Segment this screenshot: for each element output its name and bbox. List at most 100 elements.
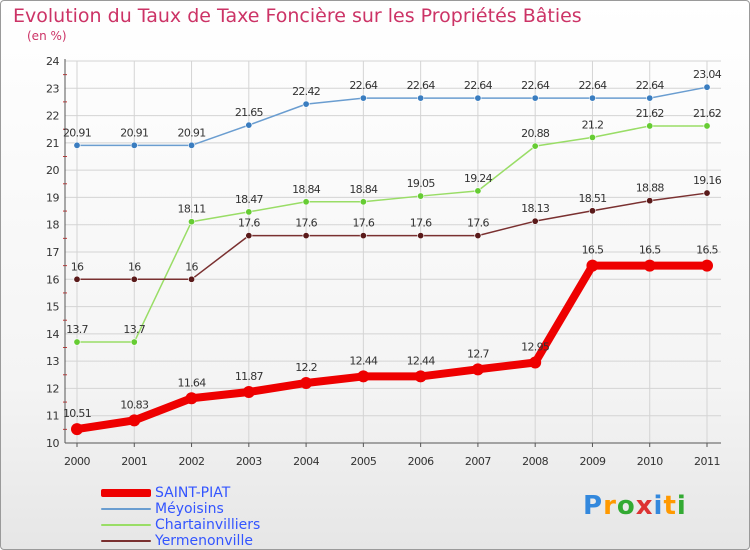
data-point-yermenonville — [302, 232, 310, 240]
data-point-yermenonville — [73, 275, 81, 283]
data-label-yermenonville: 17.6 — [295, 217, 317, 230]
x-tick-label: 2009 — [579, 455, 605, 468]
data-label-saint-piat: 12.44 — [407, 354, 436, 367]
x-tick-label: 2003 — [236, 455, 262, 468]
data-label-chartainvilliers: 19.24 — [464, 172, 493, 185]
series-line-saint-piat — [73, 261, 711, 434]
legend-label: Chartainvilliers — [155, 517, 261, 533]
data-point-m-yoisins — [588, 94, 596, 102]
data-label-chartainvilliers: 19.05 — [407, 177, 436, 190]
legend-label: SAINT-PIAT — [155, 485, 231, 501]
data-point-m-yoisins — [531, 94, 539, 102]
x-tick-label: 2011 — [694, 455, 720, 468]
data-point-yermenonville — [474, 232, 482, 240]
data-label-m-yoisins: 22.64 — [578, 79, 607, 92]
data-point-chartainvilliers — [703, 122, 711, 130]
data-point-yermenonville — [417, 232, 425, 240]
legend-swatch — [101, 508, 151, 510]
y-tick-label: 10 — [46, 437, 59, 450]
data-point-chartainvilliers — [188, 218, 196, 226]
data-point-saint-piat — [128, 414, 141, 427]
y-tick-label: 24 — [46, 55, 59, 68]
data-label-chartainvilliers: 20.88 — [521, 127, 550, 140]
legend-item: Yermenonville — [101, 533, 260, 549]
data-point-saint-piat — [529, 356, 542, 369]
data-label-chartainvilliers: 18.84 — [349, 183, 378, 196]
data-label-yermenonville: 18.13 — [521, 202, 550, 215]
data-point-yermenonville — [130, 275, 138, 283]
y-tick-label: 20 — [46, 164, 59, 177]
x-tick-label: 2004 — [293, 455, 319, 468]
data-point-m-yoisins — [474, 94, 482, 102]
chart-legend: SAINT-PIAT Méyoisins Chartainvilliers Yerme… — [101, 485, 260, 549]
data-label-m-yoisins: 22.64 — [636, 79, 665, 92]
data-point-chartainvilliers — [588, 133, 596, 141]
data-point-yermenonville — [245, 232, 253, 240]
x-tick-label: 2007 — [465, 455, 491, 468]
y-tick-label: 23 — [46, 82, 59, 95]
logo-letter: P — [583, 491, 604, 521]
legend-swatch — [101, 540, 151, 542]
logo-letter: t — [663, 491, 677, 521]
data-point-saint-piat — [242, 385, 255, 398]
data-point-yermenonville — [531, 217, 539, 225]
y-tick-label: 13 — [46, 355, 59, 368]
legend-swatch — [101, 489, 151, 497]
data-point-m-yoisins — [417, 94, 425, 102]
series-line-chartainvilliers — [76, 125, 708, 343]
data-label-m-yoisins: 22.64 — [349, 79, 378, 92]
y-tick-label: 11 — [46, 410, 59, 423]
data-label-yermenonville: 16 — [128, 260, 141, 273]
data-label-yermenonville: 17.6 — [353, 217, 375, 230]
legend-item: SAINT-PIAT — [101, 485, 260, 501]
legend-label: Méyoisins — [155, 501, 224, 517]
data-point-saint-piat — [414, 370, 427, 383]
y-tick-label: 22 — [46, 110, 59, 123]
data-point-m-yoisins — [359, 94, 367, 102]
data-label-yermenonville: 17.6 — [467, 217, 489, 230]
x-tick-label: 2000 — [64, 455, 90, 468]
data-label-chartainvilliers: 18.84 — [292, 183, 321, 196]
data-label-yermenonville: 18.88 — [636, 182, 665, 195]
data-point-chartainvilliers — [531, 142, 539, 150]
data-point-yermenonville — [588, 207, 596, 215]
data-point-m-yoisins — [302, 100, 310, 108]
data-point-chartainvilliers — [359, 198, 367, 206]
data-label-saint-piat: 12.2 — [295, 361, 317, 374]
y-tick-label: 12 — [46, 382, 59, 395]
data-label-saint-piat: 11.64 — [178, 376, 207, 389]
y-tick-label: 15 — [46, 301, 59, 314]
data-label-chartainvilliers: 13.7 — [66, 323, 88, 336]
data-label-m-yoisins: 20.91 — [120, 126, 148, 139]
series-line-yermenonville — [76, 192, 708, 281]
data-label-chartainvilliers: 21.62 — [693, 107, 721, 120]
data-label-m-yoisins: 22.64 — [407, 79, 436, 92]
data-label-saint-piat: 12.44 — [349, 354, 378, 367]
data-label-chartainvilliers: 18.11 — [178, 203, 206, 216]
y-tick-label: 16 — [46, 273, 59, 286]
data-point-m-yoisins — [646, 94, 654, 102]
data-label-m-yoisins: 22.64 — [464, 79, 493, 92]
data-point-m-yoisins — [188, 141, 196, 149]
chart-title: Evolution du Taux de Taxe Foncière sur l… — [13, 5, 582, 27]
data-label-saint-piat: 16.5 — [639, 244, 661, 257]
data-label-yermenonville: 19.16 — [693, 174, 722, 187]
y-tick-label: 14 — [46, 328, 59, 341]
data-label-yermenonville: 17.6 — [410, 217, 432, 230]
data-label-saint-piat: 10.51 — [63, 407, 91, 420]
data-label-saint-piat: 12.95 — [521, 341, 550, 354]
chart-subtitle: (en %) — [27, 29, 67, 43]
data-label-yermenonville: 18.51 — [578, 192, 606, 205]
data-point-saint-piat — [71, 423, 83, 436]
data-point-m-yoisins — [245, 121, 253, 129]
data-label-yermenonville: 17.6 — [238, 217, 260, 230]
data-label-m-yoisins: 20.91 — [63, 126, 91, 139]
legend-label: Yermenonville — [155, 533, 253, 549]
y-tick-label: 21 — [46, 137, 59, 150]
data-point-saint-piat — [701, 259, 713, 272]
data-label-yermenonville: 16 — [71, 260, 84, 273]
x-tick-label: 2005 — [350, 455, 376, 468]
data-point-yermenonville — [646, 197, 654, 205]
